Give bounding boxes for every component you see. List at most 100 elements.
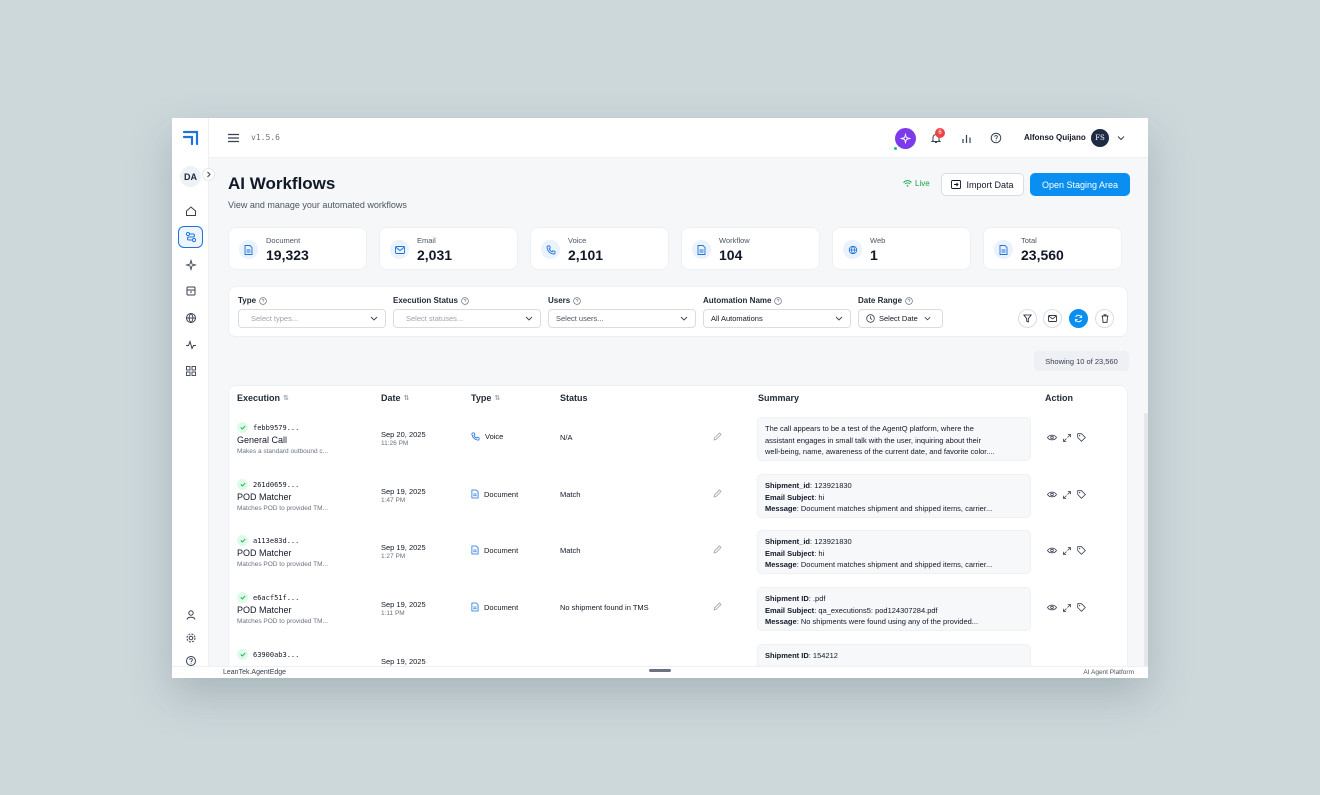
- user-avatar[interactable]: FS: [1091, 129, 1109, 147]
- summary-key: Message: [765, 617, 797, 626]
- expand-sidebar-button[interactable]: [202, 168, 215, 181]
- delete-button[interactable]: [1095, 309, 1114, 328]
- table-row[interactable]: e6acf51f... POD Matcher Matches POD to p…: [229, 584, 1127, 641]
- tag-icon[interactable]: [1077, 490, 1086, 499]
- open-staging-area-button[interactable]: Open Staging Area: [1030, 173, 1130, 196]
- nav-workflows[interactable]: [178, 226, 203, 248]
- tag-icon[interactable]: [1077, 546, 1086, 555]
- success-check-icon: [237, 535, 248, 546]
- col-action: Action: [1045, 393, 1073, 403]
- tag-icon[interactable]: [1077, 433, 1086, 442]
- stat-card-web[interactable]: Web 1: [832, 227, 971, 270]
- nav-profile[interactable]: [178, 604, 203, 626]
- pencil-icon[interactable]: [713, 432, 722, 441]
- workspace-avatar[interactable]: DA: [180, 166, 201, 187]
- type-select[interactable]: Select types...: [238, 309, 386, 328]
- table-row[interactable]: 261d0659... POD Matcher Matches POD to p…: [229, 471, 1127, 528]
- expand-icon[interactable]: [1063, 490, 1071, 499]
- expand-icon[interactable]: [1063, 546, 1071, 555]
- nav-activity[interactable]: [178, 334, 203, 356]
- col-header-text: Execution: [237, 393, 281, 403]
- execution-id[interactable]: e6acf51f...: [237, 592, 299, 603]
- help-icon[interactable]: [905, 296, 913, 305]
- help-icon[interactable]: [461, 296, 469, 305]
- date-range-select[interactable]: Select Date: [858, 309, 943, 328]
- execution-id[interactable]: 261d0659...: [237, 479, 299, 490]
- table-row[interactable]: 63900ab3... Sep 19, 2025 Shipment ID: 15…: [229, 641, 1127, 666]
- expand-icon[interactable]: [1063, 433, 1071, 442]
- stat-icon-wrap: [994, 240, 1013, 259]
- user-icon: [186, 610, 195, 620]
- execution-id-text: 63900ab3...: [253, 650, 300, 659]
- status-select[interactable]: Select statuses...: [393, 309, 541, 328]
- sidebar: DA: [172, 118, 215, 678]
- summary-value: : Document matches shipment and shipped …: [796, 560, 993, 569]
- help-icon[interactable]: [259, 296, 267, 305]
- filter-label-text: Users: [548, 296, 571, 305]
- nav-apps[interactable]: [178, 360, 203, 382]
- filter-button[interactable]: [1018, 309, 1037, 328]
- execution-id[interactable]: 63900ab3...: [237, 649, 299, 660]
- email-export-button[interactable]: [1043, 309, 1062, 328]
- eye-icon[interactable]: [1047, 491, 1057, 498]
- execution-summary: The call appears to be a test of the Age…: [757, 417, 1031, 461]
- globe-icon: [185, 313, 196, 324]
- execution-summary: Shipment_id: 123921830 Email Subject: hi…: [757, 530, 1031, 574]
- tag-icon[interactable]: [1077, 603, 1086, 612]
- nav-web[interactable]: [178, 307, 203, 329]
- table-row[interactable]: febb9579... General Call Makes a standar…: [229, 414, 1127, 471]
- chevron-down-icon[interactable]: [1117, 135, 1125, 141]
- stat-card-workflow[interactable]: Workflow 104: [681, 227, 820, 270]
- nav-packages[interactable]: [178, 280, 203, 302]
- home-icon: [185, 206, 196, 216]
- table-row[interactable]: a113e83d... POD Matcher Matches POD to p…: [229, 527, 1127, 584]
- help-icon[interactable]: [774, 296, 783, 305]
- col-date[interactable]: Date ⇅: [381, 393, 409, 403]
- automation-select[interactable]: All Automations: [703, 309, 851, 328]
- col-type[interactable]: Type ⇅: [471, 393, 500, 403]
- nav-help[interactable]: [178, 650, 203, 672]
- col-header-text: Action: [1045, 393, 1073, 403]
- stat-label: Total: [1021, 236, 1037, 245]
- help-icon[interactable]: [573, 296, 582, 305]
- help-icon[interactable]: [990, 132, 1002, 144]
- pencil-icon[interactable]: [713, 602, 722, 611]
- sparkles-icon: [900, 133, 911, 144]
- nav-ai[interactable]: [178, 254, 203, 276]
- menu-icon[interactable]: [228, 133, 239, 143]
- stat-card-document[interactable]: Document 19,323: [228, 227, 367, 270]
- document-icon: [244, 244, 253, 255]
- refresh-button[interactable]: [1069, 309, 1088, 328]
- users-select[interactable]: Select users...: [548, 309, 696, 328]
- import-data-button[interactable]: Import Data: [941, 173, 1024, 196]
- stat-label: Workflow: [719, 236, 750, 245]
- nav-settings[interactable]: [178, 627, 203, 649]
- summary-value: : 123921830: [810, 481, 852, 490]
- eye-icon[interactable]: [1047, 604, 1057, 611]
- filter-bar: Type Select types... Execution Status Se…: [228, 286, 1128, 337]
- table-scrollbar[interactable]: [1144, 413, 1148, 666]
- eye-icon[interactable]: [1047, 547, 1057, 554]
- execution-id[interactable]: a113e83d...: [237, 535, 299, 546]
- live-label: Live: [915, 179, 930, 188]
- status-filter-label: Execution Status: [393, 296, 469, 305]
- expand-icon[interactable]: [1063, 603, 1071, 612]
- execution-id[interactable]: febb9579...: [237, 422, 299, 433]
- app-version: v1.5.6: [251, 133, 280, 142]
- col-execution[interactable]: Execution ⇅: [237, 393, 289, 403]
- nav-home[interactable]: [178, 200, 203, 222]
- trash-icon: [1101, 314, 1108, 323]
- execution-id-text: febb9579...: [253, 423, 300, 432]
- pencil-icon[interactable]: [713, 489, 722, 498]
- execution-time: 11:26 PM: [381, 440, 409, 447]
- resize-handle[interactable]: [649, 669, 671, 672]
- bar-chart-icon[interactable]: [961, 133, 972, 144]
- eye-icon[interactable]: [1047, 434, 1057, 441]
- stat-card-email[interactable]: Email 2,031: [379, 227, 518, 270]
- user-name[interactable]: Alfonso Quijano: [1024, 133, 1086, 142]
- stat-card-voice[interactable]: Voice 2,101: [530, 227, 669, 270]
- stat-card-total[interactable]: Total 23,560: [983, 227, 1122, 270]
- pencil-icon[interactable]: [713, 545, 722, 554]
- row-actions: [1047, 490, 1086, 499]
- ai-assistant-button[interactable]: [895, 128, 916, 149]
